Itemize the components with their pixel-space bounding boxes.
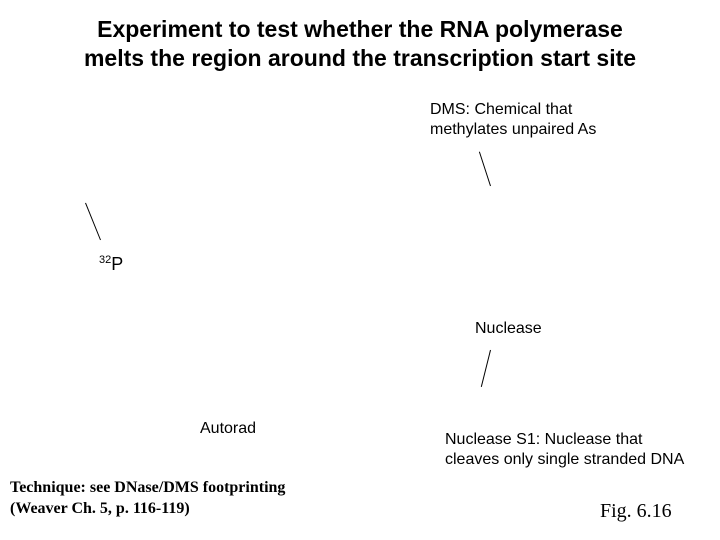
autorad-label: Autorad bbox=[200, 420, 256, 438]
dms-description: DMS: Chemical that methylates unpaired A… bbox=[430, 100, 596, 140]
p32-superscript: 32 bbox=[99, 254, 111, 266]
nuclease-s1-description: Nuclease S1: Nuclease that cleaves only … bbox=[445, 430, 684, 470]
nuclease-pointer-line bbox=[481, 350, 491, 387]
dms-pointer-line bbox=[479, 152, 491, 187]
nuclease-s1-line-2: cleaves only single stranded DNA bbox=[445, 451, 684, 468]
nuclease-s1-line-1: Nuclease S1: Nuclease that bbox=[445, 431, 642, 448]
p32-label: 32P bbox=[99, 254, 123, 275]
figure-reference: Fig. 6.16 bbox=[600, 500, 672, 523]
nuclease-label: Nuclease bbox=[475, 320, 542, 338]
title-line-2: melts the region around the transcriptio… bbox=[84, 45, 636, 71]
technique-reference: Technique: see DNase/DMS footprinting (W… bbox=[10, 478, 285, 520]
p32-pointer-line bbox=[85, 203, 101, 240]
dms-line-1: DMS: Chemical that bbox=[430, 101, 572, 118]
page-title: Experiment to test whether the RNA polym… bbox=[0, 15, 720, 73]
technique-line-2: (Weaver Ch. 5, p. 116-119) bbox=[10, 500, 190, 517]
technique-line-1: Technique: see DNase/DMS footprinting bbox=[10, 479, 285, 496]
p32-letter: P bbox=[111, 254, 123, 274]
dms-line-2: methylates unpaired As bbox=[430, 121, 596, 138]
title-line-1: Experiment to test whether the RNA polym… bbox=[97, 16, 623, 42]
